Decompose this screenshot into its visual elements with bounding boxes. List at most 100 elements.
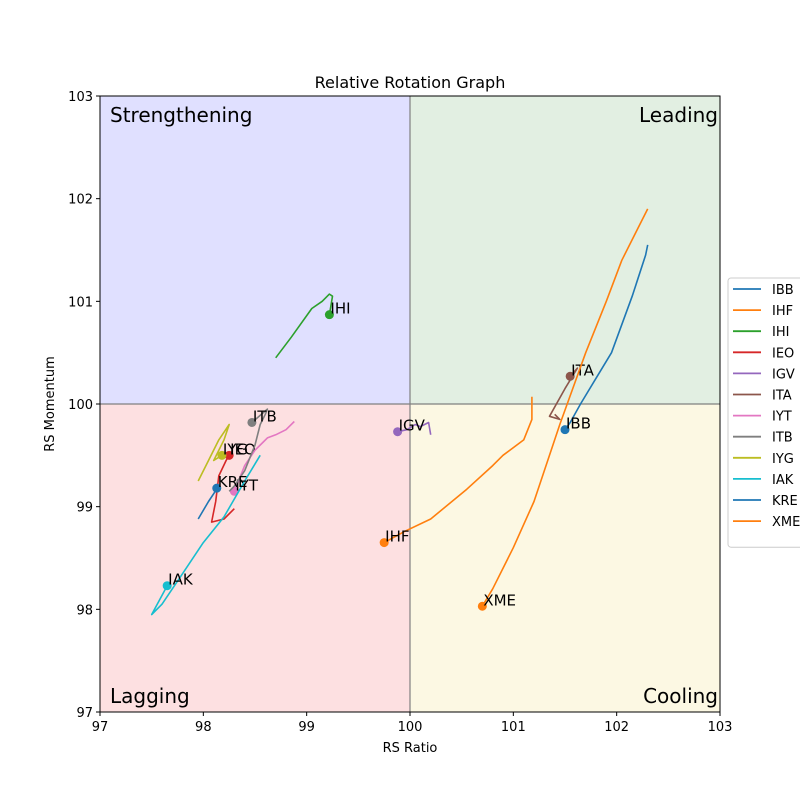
legend-label: ITA (772, 389, 792, 404)
legend-label: ITB (772, 431, 793, 446)
quadrant-leading (410, 96, 720, 404)
series-point-itb (247, 417, 257, 427)
series-label-ieo: IEO (230, 440, 256, 458)
series-point-xme (477, 601, 487, 611)
series-kre: KRE (197, 473, 248, 520)
series-point-ihi (324, 310, 334, 320)
series-label-ita: ITA (571, 361, 594, 379)
series-line-ieo (210, 454, 235, 523)
series-point-iak (162, 581, 172, 591)
y-tick-label: 103 (68, 90, 93, 105)
x-tick-label: 98 (195, 720, 212, 735)
y-tick-label: 101 (68, 295, 93, 310)
series-label-itb: ITB (253, 407, 277, 425)
legend: IBB IHF IHI IEO IGV ITA IYT ITB IYG IAK KRE XME (727, 277, 800, 548)
quadrant-label-lagging: Lagging (110, 684, 190, 708)
series-line-ita (548, 367, 579, 421)
series-ihi: IHI (275, 293, 351, 359)
legend-label: IGV (772, 367, 795, 382)
legend-label: IBB (772, 283, 794, 298)
legend-label: XME (772, 515, 800, 530)
series-point-ieo (224, 450, 234, 460)
y-tick-label: 102 (68, 193, 93, 208)
x-tick-label: 101 (501, 720, 526, 735)
x-tick-label: 100 (398, 720, 423, 735)
series-point-ihf (379, 538, 389, 548)
series-point-igv (393, 427, 403, 437)
y-tick-label: 97 (76, 706, 93, 721)
legend-item-ihf: IHF (733, 304, 793, 319)
legend-label: IAK (772, 473, 794, 488)
series-label-igv: IGV (399, 417, 426, 435)
x-tick-label: 102 (604, 720, 629, 735)
y-tick-label: 100 (68, 398, 93, 413)
legend-item-iak: IAK (733, 473, 794, 488)
series-line-iyt (233, 420, 295, 492)
x-tick-label: 97 (92, 720, 109, 735)
legend-item-iyg: IYG (733, 452, 794, 467)
x-tick-label: 103 (708, 720, 733, 735)
legend-item-kre: KRE (733, 494, 798, 509)
legend-label: KRE (772, 494, 798, 509)
y-tick-label: 98 (76, 603, 93, 618)
chart-title: Relative Rotation Graph (315, 73, 506, 92)
y-tick-label: 99 (76, 501, 93, 516)
legend-label: IHI (772, 325, 789, 340)
legend-label: IEO (772, 346, 794, 361)
series-ihf: IHF (379, 396, 533, 548)
series-line-igv (397, 421, 432, 435)
quadrant-label-leading: Leading (639, 103, 718, 127)
quadrant-cooling (410, 404, 720, 712)
series-iak: IAK (150, 454, 261, 616)
series-label-iyg: IYG (223, 440, 248, 458)
quadrant-label-strengthening: Strengthening (110, 103, 252, 127)
quadrant-layer: Strengthening Leading Lagging Cooling (100, 96, 720, 712)
series-xme: XME (477, 208, 649, 611)
series-line-ihi (275, 293, 334, 359)
series-layer: IBB IHF IHI IEO IGV ITA IYT ITB IYG IAK KRE XME (150, 208, 649, 616)
x-tick-label: 99 (298, 720, 315, 735)
axes: 97 98 99 100 101 102 103 97 98 99 100 101 102 103 (68, 90, 732, 735)
legend-label: IYT (772, 410, 792, 425)
legend-frame (727, 277, 800, 548)
series-igv: IGV (393, 417, 432, 437)
legend-item-itb: ITB (733, 431, 793, 446)
y-axis-label: RS Momentum (43, 356, 58, 452)
series-label-iak: IAK (168, 571, 194, 589)
legend-item-ieo: IEO (733, 346, 794, 361)
series-label-ihf: IHF (385, 528, 409, 546)
series-label-xme: XME (483, 591, 516, 609)
series-line-iyg (197, 423, 230, 482)
series-iyg: IYG (197, 423, 248, 482)
series-point-ita (565, 371, 575, 381)
quadrant-strengthening (100, 96, 410, 404)
series-label-ibb: IBB (566, 415, 591, 433)
reference-lines (100, 96, 720, 712)
series-line-itb (228, 408, 269, 492)
legend-label: IYG (772, 452, 794, 467)
legend-label: IHF (772, 304, 793, 319)
series-point-iyg (217, 450, 227, 460)
legend-item-iyt: IYT (733, 410, 792, 425)
series-label-ihi: IHI (330, 300, 350, 318)
series-line-xme (481, 208, 649, 607)
series-line-ibb (564, 244, 649, 431)
legend-item-ihi: IHI (733, 325, 789, 340)
series-label-iyt: IYT (235, 476, 259, 494)
legend-item-xme: XME (733, 515, 800, 530)
series-ibb: IBB (560, 244, 649, 435)
legend-item-igv: IGV (733, 367, 795, 382)
series-line-ihf (383, 396, 533, 544)
quadrant-lagging (100, 404, 410, 712)
series-ieo: IEO (210, 440, 256, 523)
legend-item-ibb: IBB (733, 283, 794, 298)
quadrant-label-cooling: Cooling (643, 684, 718, 708)
series-label-kre: KRE (218, 473, 248, 491)
series-point-ibb (560, 425, 570, 435)
legend-item-ita: ITA (733, 389, 792, 404)
series-line-iak (150, 454, 261, 616)
series-itb: ITB (228, 407, 277, 492)
series-point-kre (212, 483, 222, 493)
x-axis-label: RS Ratio (383, 741, 438, 756)
